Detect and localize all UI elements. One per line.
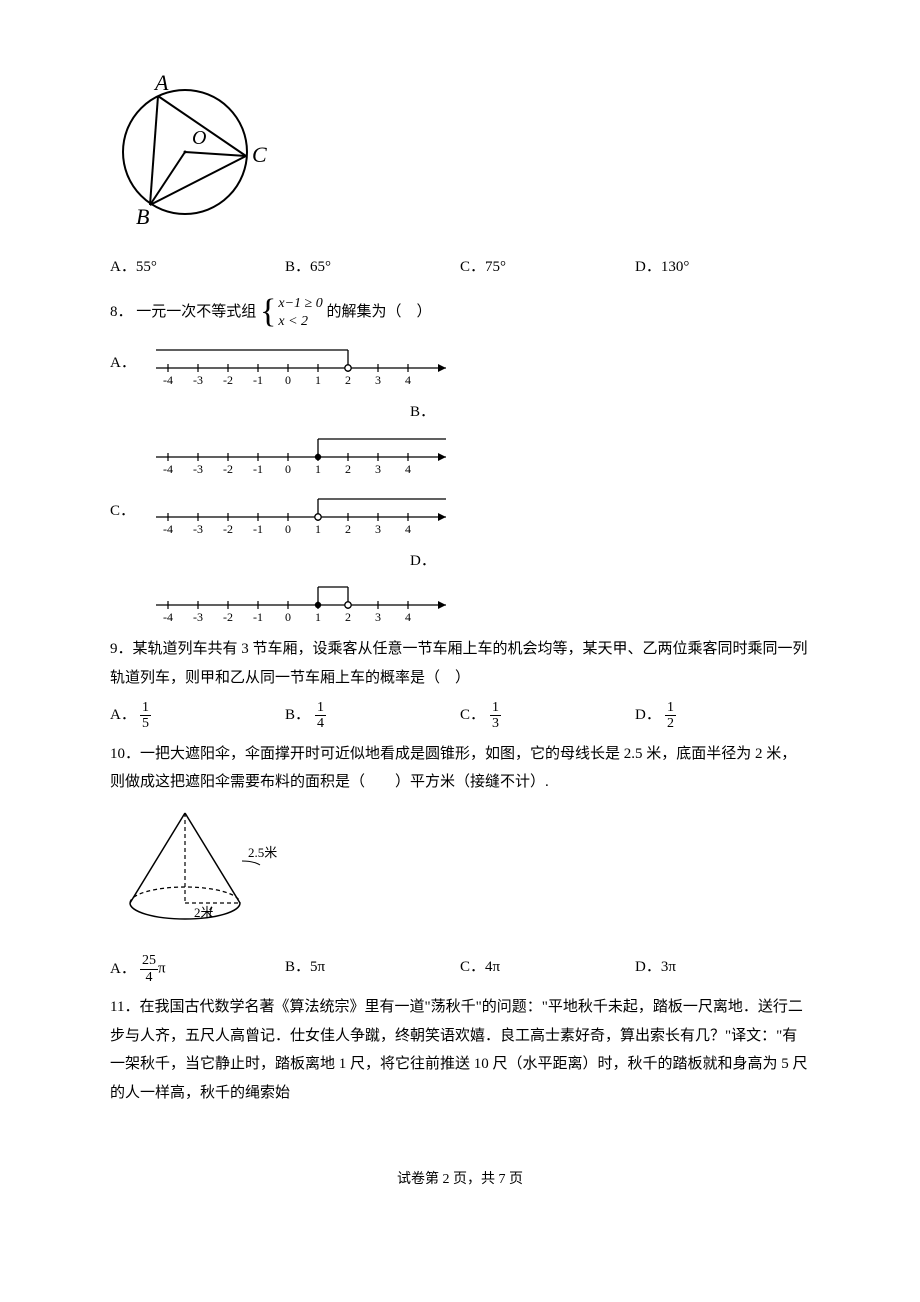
svg-text:4: 4 — [405, 522, 411, 536]
numberline-C: -4 -3 -2 -1 0 1 2 3 4 — [146, 487, 466, 537]
q7-opt-C: C．75° — [460, 253, 635, 282]
q8-optB-row: B． -4 -3 -2 -1 0 1 2 3 4 — [110, 398, 810, 477]
q9-opt-A: A．15 — [110, 700, 285, 732]
label-B: B — [136, 204, 149, 229]
q10-opt-A: A．254π — [110, 953, 285, 985]
svg-text:2: 2 — [345, 462, 351, 476]
q8-text-after: 的解集为（ ） — [326, 304, 431, 320]
q9-num: 9． — [110, 641, 133, 657]
svg-text:-2: -2 — [223, 610, 233, 624]
svg-text:3: 3 — [375, 610, 381, 624]
q10-opt-C: C．4π — [460, 953, 635, 985]
svg-text:-2: -2 — [223, 522, 233, 536]
cone-svg: 2.5米 2米 — [110, 805, 310, 935]
svg-text:-3: -3 — [193, 522, 203, 536]
svg-text:0: 0 — [285, 373, 291, 387]
q10-opt-B: B．5π — [285, 953, 460, 985]
svg-text:-1: -1 — [253, 462, 263, 476]
svg-text:0: 0 — [285, 462, 291, 476]
q11-num: 11． — [110, 999, 139, 1015]
label-C: C — [252, 142, 267, 167]
q8-optA-row: A． -4 -3 -2 -1 0 1 2 3 4 — [110, 338, 810, 388]
q9: 9．某轨道列车共有 3 节车厢，设乘客从任意一节车厢上车的机会均等，某天甲、乙两… — [110, 635, 810, 692]
q10: 10．一把大遮阳伞，伞面撑开时可近似地看成是圆锥形，如图，它的母线长是 2.5 … — [110, 740, 810, 797]
label-A: A — [153, 74, 169, 95]
q9-opt-B: B．14 — [285, 700, 460, 732]
svg-text:-4: -4 — [163, 373, 173, 387]
q8-optB-label: B． — [410, 398, 810, 427]
q7-opt-D: D．130° — [635, 253, 810, 282]
q10-text: 一把大遮阳伞，伞面撑开时可近似地看成是圆锥形，如图，它的母线长是 2.5 米，底… — [110, 746, 796, 791]
q11-text: 在我国古代数学名著《算法统宗》里有一道"荡秋千"的问题："平地秋千未起，踏板一尺… — [110, 999, 808, 1101]
q11: 11．在我国古代数学名著《算法统宗》里有一道"荡秋千"的问题："平地秋千未起，踏… — [110, 993, 810, 1107]
svg-text:2: 2 — [345, 522, 351, 536]
svg-text:4: 4 — [405, 373, 411, 387]
svg-text:-3: -3 — [193, 462, 203, 476]
svg-text:0: 0 — [285, 610, 291, 624]
q8-num: 8． — [110, 304, 133, 320]
svg-text:-2: -2 — [223, 462, 233, 476]
circle-svg: A O B C — [110, 74, 300, 234]
q8-sys1: x−1 ≥ 0 — [278, 295, 322, 313]
q8-system: { x−1 ≥ 0 x < 2 — [260, 295, 323, 330]
svg-text:-1: -1 — [253, 373, 263, 387]
q8-optC-row: C． -4 -3 -2 -1 0 1 2 3 4 — [110, 487, 810, 537]
svg-text:1: 1 — [315, 522, 321, 536]
cone-slant-label: 2.5米 — [248, 845, 277, 860]
svg-text:-2: -2 — [223, 373, 233, 387]
svg-text:4: 4 — [405, 610, 411, 624]
q8-optA-label: A． — [110, 349, 146, 378]
q10-options: A．254π B．5π C．4π D．3π — [110, 953, 810, 985]
svg-text:-3: -3 — [193, 610, 203, 624]
svg-text:1: 1 — [315, 373, 321, 387]
q9-opt-D: D．12 — [635, 700, 810, 732]
svg-text:-4: -4 — [163, 610, 173, 624]
svg-text:4: 4 — [405, 462, 411, 476]
q8-text-before: 一元一次不等式组 — [136, 304, 260, 320]
svg-text:2: 2 — [345, 373, 351, 387]
q7-circle-diagram: A O B C — [110, 74, 810, 245]
q8-sys2: x < 2 — [278, 313, 322, 331]
svg-text:-3: -3 — [193, 373, 203, 387]
q9-options: A．15 B．14 C．13 D．12 — [110, 700, 810, 732]
q7-opt-B: B．65° — [285, 253, 460, 282]
q8: 8． 一元一次不等式组 { x−1 ≥ 0 x < 2 的解集为（ ） — [110, 295, 810, 330]
q10-cone-diagram: 2.5米 2米 — [110, 805, 810, 946]
svg-text:1: 1 — [315, 462, 321, 476]
q9-text: 某轨道列车共有 3 节车厢，设乘客从任意一节车厢上车的机会均等，某天甲、乙两位乘… — [110, 641, 808, 686]
q10-num: 10． — [110, 746, 140, 762]
svg-text:-1: -1 — [253, 610, 263, 624]
label-O: O — [192, 127, 206, 149]
page-footer: 试卷第 2 页，共 7 页 — [110, 1167, 810, 1194]
numberline-B: -4 -3 -2 -1 0 1 2 3 4 — [146, 427, 466, 477]
q7-opt-A: A．55° — [110, 253, 285, 282]
numberline-A: -4 -3 -2 -1 0 1 2 3 4 — [146, 338, 466, 388]
svg-text:3: 3 — [375, 373, 381, 387]
q8-optD-row: D． -4 -3 -2 -1 0 1 2 3 4 — [110, 547, 810, 626]
svg-text:2: 2 — [345, 610, 351, 624]
svg-text:3: 3 — [375, 462, 381, 476]
q9-opt-C: C．13 — [460, 700, 635, 732]
svg-text:-1: -1 — [253, 522, 263, 536]
svg-text:-4: -4 — [163, 462, 173, 476]
q7-options: A．55° B．65° C．75° D．130° — [110, 253, 810, 282]
svg-text:-4: -4 — [163, 522, 173, 536]
svg-text:3: 3 — [375, 522, 381, 536]
q8-optD-label: D． — [410, 547, 810, 576]
q8-optC-label: C． — [110, 497, 146, 526]
svg-text:0: 0 — [285, 522, 291, 536]
numberline-D: -4 -3 -2 -1 0 1 2 3 4 — [146, 575, 466, 625]
svg-text:1: 1 — [315, 610, 321, 624]
q10-opt-D: D．3π — [635, 953, 810, 985]
